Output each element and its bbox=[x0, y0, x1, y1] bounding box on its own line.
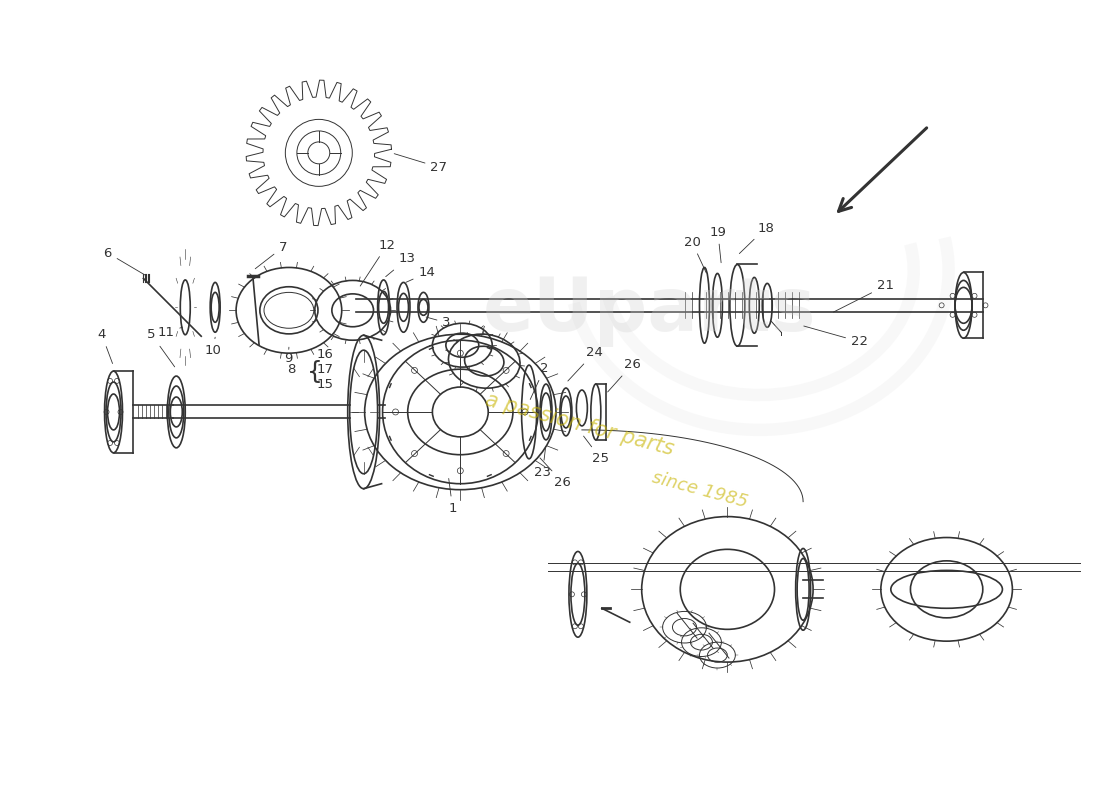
Text: 9: 9 bbox=[284, 347, 293, 365]
Text: a passion for parts: a passion for parts bbox=[483, 390, 676, 460]
Text: 6: 6 bbox=[103, 246, 145, 275]
Text: 4: 4 bbox=[98, 328, 112, 363]
Text: 26: 26 bbox=[607, 358, 640, 392]
Text: 5: 5 bbox=[147, 328, 175, 367]
Text: 26: 26 bbox=[540, 458, 571, 489]
Text: 21: 21 bbox=[834, 279, 894, 312]
Text: 8: 8 bbox=[287, 363, 295, 376]
Text: 15: 15 bbox=[317, 378, 333, 391]
Text: 2: 2 bbox=[530, 362, 549, 399]
Text: 3: 3 bbox=[426, 316, 451, 330]
Text: 11: 11 bbox=[157, 326, 183, 339]
Text: 12: 12 bbox=[360, 238, 396, 286]
Text: 27: 27 bbox=[394, 154, 448, 174]
Text: eUparts: eUparts bbox=[483, 274, 816, 347]
Text: 10: 10 bbox=[205, 338, 221, 357]
Text: 24: 24 bbox=[568, 346, 603, 381]
Text: 1: 1 bbox=[449, 478, 456, 514]
Text: 17: 17 bbox=[317, 363, 333, 376]
Text: 16: 16 bbox=[317, 348, 333, 361]
Text: 23: 23 bbox=[535, 446, 551, 478]
Text: 25: 25 bbox=[584, 436, 609, 465]
Text: 13: 13 bbox=[386, 253, 416, 277]
Text: 14: 14 bbox=[406, 266, 436, 282]
Text: 20: 20 bbox=[683, 235, 706, 273]
Text: since 1985: since 1985 bbox=[650, 468, 749, 511]
Text: 7: 7 bbox=[255, 241, 287, 269]
Text: {: { bbox=[307, 360, 322, 384]
Text: 19: 19 bbox=[710, 226, 726, 262]
Text: 18: 18 bbox=[739, 222, 774, 254]
Text: 22: 22 bbox=[804, 326, 868, 348]
